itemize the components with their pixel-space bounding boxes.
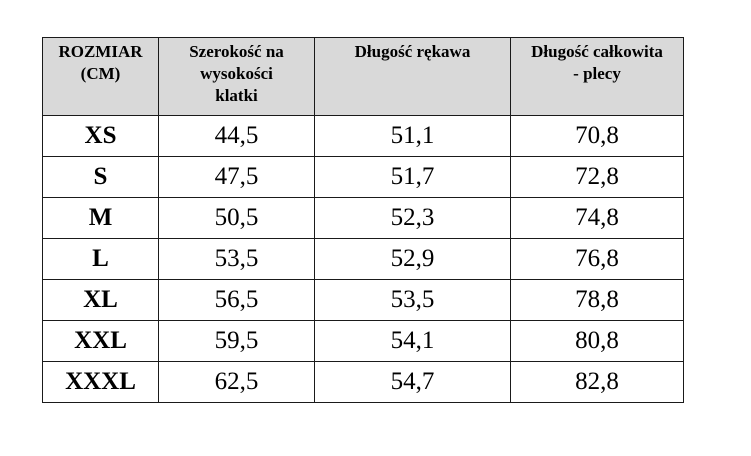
- header-chest-line-1: Szerokość na: [189, 42, 284, 61]
- chest-cell: 44,5: [158, 115, 315, 157]
- table-row: M 50,5 52,3 74,8: [42, 197, 684, 239]
- size-chart-table: ROZMIAR (CM) Szerokość na wysokości klat…: [42, 37, 684, 403]
- size-cell: XL: [42, 279, 159, 321]
- header-chest-width: Szerokość na wysokości klatki: [158, 37, 315, 116]
- table-row: L 53,5 52,9 76,8: [42, 238, 684, 280]
- size-cell: S: [42, 156, 159, 198]
- size-cell: M: [42, 197, 159, 239]
- header-size-line-2: (CM): [80, 64, 121, 83]
- sleeve-cell: 51,1: [314, 115, 511, 157]
- size-cell: XXL: [42, 320, 159, 362]
- length-cell: 70,8: [510, 115, 684, 157]
- length-cell: 82,8: [510, 361, 684, 403]
- header-total-length: Długość całkowita - plecy: [510, 37, 684, 116]
- chest-cell: 50,5: [158, 197, 315, 239]
- header-chest-line-2: wysokości: [200, 64, 273, 83]
- header-chest-line-3: klatki: [215, 86, 258, 105]
- sleeve-cell: 51,7: [314, 156, 511, 198]
- length-cell: 80,8: [510, 320, 684, 362]
- length-cell: 74,8: [510, 197, 684, 239]
- header-sleeve-line-1: Długość rękawa: [354, 42, 471, 61]
- header-size: ROZMIAR (CM): [42, 37, 159, 116]
- length-cell: 72,8: [510, 156, 684, 198]
- sleeve-cell: 53,5: [314, 279, 511, 321]
- header-size-line-1: ROZMIAR: [58, 42, 143, 61]
- sleeve-cell: 54,7: [314, 361, 511, 403]
- sleeve-cell: 52,9: [314, 238, 511, 280]
- table-row: XXXL 62,5 54,7 82,8: [42, 361, 684, 403]
- table-row: XL 56,5 53,5 78,8: [42, 279, 684, 321]
- table-row: XS 44,5 51,1 70,8: [42, 115, 684, 157]
- sleeve-cell: 52,3: [314, 197, 511, 239]
- header-sleeve-length: Długość rękawa: [314, 37, 511, 116]
- size-cell: L: [42, 238, 159, 280]
- header-length-line-1: Długość całkowita: [531, 42, 663, 61]
- length-cell: 78,8: [510, 279, 684, 321]
- size-cell: XS: [42, 115, 159, 157]
- sleeve-cell: 54,1: [314, 320, 511, 362]
- length-cell: 76,8: [510, 238, 684, 280]
- chest-cell: 47,5: [158, 156, 315, 198]
- chest-cell: 62,5: [158, 361, 315, 403]
- chest-cell: 59,5: [158, 320, 315, 362]
- chest-cell: 56,5: [158, 279, 315, 321]
- header-row: ROZMIAR (CM) Szerokość na wysokości klat…: [42, 37, 684, 116]
- table-row: XXL 59,5 54,1 80,8: [42, 320, 684, 362]
- header-length-line-2: - plecy: [573, 64, 621, 83]
- size-cell: XXXL: [42, 361, 159, 403]
- chest-cell: 53,5: [158, 238, 315, 280]
- table-row: S 47,5 51,7 72,8: [42, 156, 684, 198]
